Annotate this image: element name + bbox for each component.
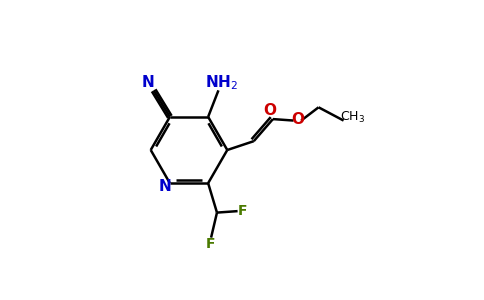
Text: O: O [263,103,276,118]
Text: O: O [291,112,304,127]
Text: F: F [206,237,215,251]
Text: N: N [141,75,154,90]
Text: CH$_3$: CH$_3$ [340,110,365,125]
Text: F: F [238,204,248,218]
Text: NH$_2$: NH$_2$ [205,73,238,92]
Text: N: N [158,179,171,194]
